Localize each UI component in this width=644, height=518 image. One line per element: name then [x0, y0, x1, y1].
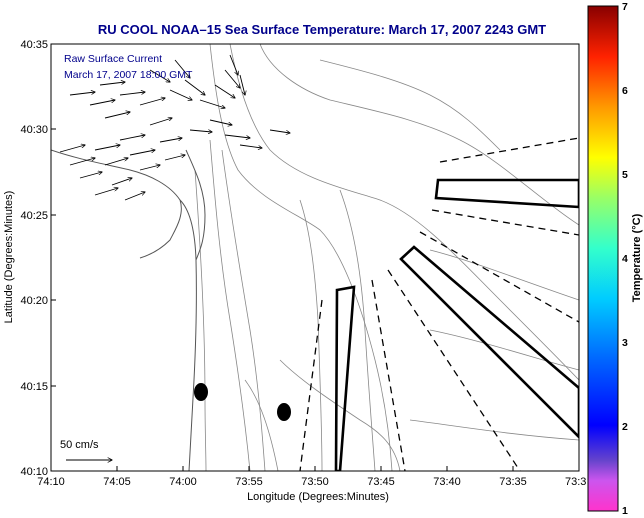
inset-line-2: March 17, 2007 18:00 GMT [64, 69, 193, 81]
x-tick-label: 74:05 [103, 476, 131, 488]
y-tick-label: 40:10 [20, 466, 48, 478]
x-tick-label: 74:10 [37, 476, 65, 488]
colorbar-tick: 6 [622, 85, 628, 97]
x-axis-labels: 74:10 74:05 74:00 73:55 73:50 73:45 73:4… [37, 476, 586, 488]
coastline [51, 149, 197, 471]
station-marker-1 [194, 383, 208, 401]
x-tick-label: 74:00 [169, 476, 197, 488]
colorbar [587, 5, 619, 512]
y-axis-title: Latitude (Degrees:Minutes) [3, 191, 15, 324]
map-layer [51, 44, 579, 471]
sandy-hook [185, 149, 206, 261]
colorbar-tick: 3 [622, 337, 628, 349]
y-axis-labels: 40:35 40:30 40:25 40:20 40:15 40:10 [20, 39, 48, 478]
contour-lines [194, 44, 579, 471]
x-tick-label: 73:55 [235, 476, 263, 488]
y-tick-label: 40:35 [20, 39, 48, 51]
x-tick-label: 73:50 [301, 476, 329, 488]
plot-area [51, 44, 579, 471]
x-tick-label: 73:35 [499, 476, 527, 488]
y-tick-label: 40:25 [20, 210, 48, 222]
y-tick-label: 40:20 [20, 295, 48, 307]
beam-outlines [334, 178, 579, 471]
inset-line-1: Raw Surface Current [64, 53, 162, 65]
current-vectors [59, 54, 290, 201]
colorbar-tick: 7 [622, 1, 628, 13]
y-tick-label: 40:15 [20, 381, 48, 393]
colorbar-tick: 1 [622, 505, 628, 517]
colorbar-tick: 4 [622, 253, 628, 265]
scale-label: 50 cm/s [60, 439, 99, 451]
y-tick-label: 40:30 [20, 124, 48, 136]
y-axis-ticks [51, 43, 56, 472]
station-marker-2 [277, 403, 291, 421]
colorbar-tick: 5 [622, 169, 628, 181]
x-tick-label: 73:45 [367, 476, 395, 488]
x-tick-label: 73:40 [433, 476, 461, 488]
x-axis-ticks [50, 466, 514, 471]
beam-dashes [299, 137, 579, 471]
figure-title: RU COOL NOAA–15 Sea Surface Temperature:… [98, 22, 546, 37]
x-tick-label: 73:3 [565, 476, 586, 488]
colorbar-title: Temperature (°C) [631, 213, 643, 302]
colorbar-tick: 2 [622, 421, 628, 433]
colorbar-ticks: 7 6 5 4 3 2 1 [622, 1, 628, 517]
x-axis-title: Longitude (Degrees:Minutes) [247, 491, 389, 503]
